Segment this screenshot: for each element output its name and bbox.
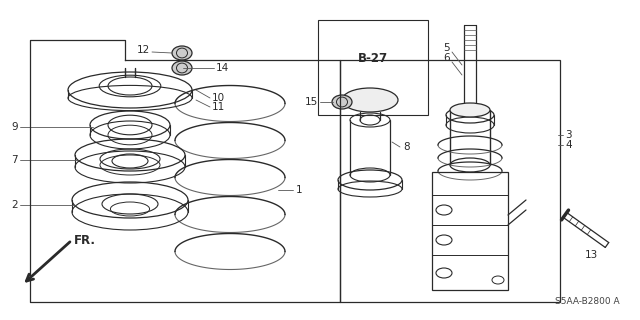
Text: 14: 14 [216,63,229,73]
Text: 12: 12 [137,45,150,55]
Text: 11: 11 [212,102,225,112]
Ellipse shape [172,61,192,75]
Text: 5: 5 [444,43,450,53]
Text: 9: 9 [12,122,18,132]
Text: 10: 10 [212,93,225,103]
Ellipse shape [450,103,490,117]
Text: S5AA-B2800 A: S5AA-B2800 A [555,298,620,307]
Text: FR.: FR. [74,234,96,246]
Bar [318,20,428,115]
Text: 7: 7 [12,155,18,165]
Text: B-27: B-27 [358,52,388,65]
Text: 1: 1 [296,185,303,195]
Ellipse shape [332,95,352,109]
Text: 6: 6 [444,53,450,63]
Text: 13: 13 [585,250,598,260]
Text: 3: 3 [565,130,572,140]
Text: 2: 2 [12,200,18,210]
Ellipse shape [172,46,192,60]
Ellipse shape [342,88,398,112]
Bar [340,60,560,302]
Text: 15: 15 [305,97,318,107]
Text: 8: 8 [403,142,410,152]
Text: 4: 4 [565,140,572,150]
Bar [432,172,508,290]
